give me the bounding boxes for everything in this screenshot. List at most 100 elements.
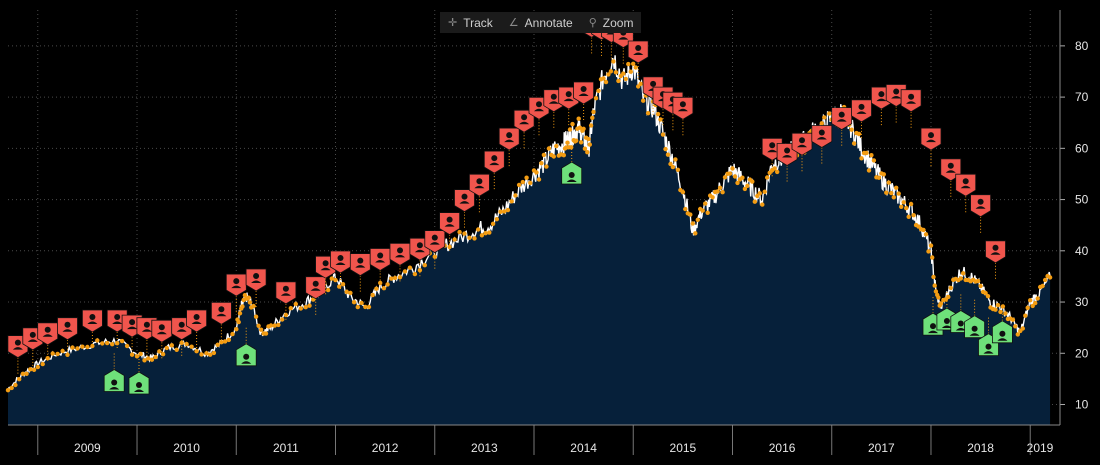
trade-dot <box>884 190 889 195</box>
person-icon-body <box>997 338 1008 341</box>
x-tick-label: 2010 <box>173 441 200 455</box>
person-icon-head <box>218 306 225 313</box>
track-button[interactable]: ✛ Track <box>440 12 501 33</box>
person-icon-body <box>548 101 559 104</box>
zoom-button[interactable]: ⚲ Zoom <box>581 12 642 33</box>
marker-flag <box>900 89 922 113</box>
x-tick-label: 2016 <box>769 441 796 455</box>
trade-dot <box>752 199 757 204</box>
x-tick-label: 2012 <box>372 441 399 455</box>
trade-dot <box>641 98 646 103</box>
x-tick-label: 2018 <box>967 441 994 455</box>
trade-dot <box>864 150 869 156</box>
trade-dot <box>149 357 155 362</box>
trade-dot <box>933 289 939 294</box>
trade-dot <box>760 202 765 207</box>
trade-dot <box>961 271 966 276</box>
person-icon-body <box>566 179 577 182</box>
trade-dot <box>298 306 303 311</box>
person-icon-body <box>241 361 252 364</box>
person-icon-body <box>355 265 366 268</box>
sell-marker <box>791 132 813 174</box>
trade-dot <box>17 377 22 382</box>
sell-marker <box>454 189 475 230</box>
person-icon-head <box>977 198 984 205</box>
sell-marker <box>672 96 694 138</box>
trade-dot <box>889 190 894 196</box>
person-icon-body <box>320 267 331 271</box>
person-icon-body <box>926 139 936 143</box>
trade-dot <box>366 304 372 310</box>
sell-marker <box>573 81 594 122</box>
person-icon-body <box>12 347 23 350</box>
trade-dot <box>582 146 588 151</box>
trade-dot <box>412 271 418 277</box>
person-icon-head <box>114 314 121 320</box>
trade-dot <box>983 290 988 296</box>
person-icon-body <box>941 325 952 328</box>
sell-marker <box>37 322 59 363</box>
person-icon-head <box>650 80 657 87</box>
trade-dot <box>505 207 511 213</box>
marker-flag <box>37 322 59 346</box>
person-icon-head <box>928 132 934 139</box>
trade-dot <box>703 201 708 206</box>
person-icon-body <box>633 52 644 55</box>
sell-marker <box>389 242 411 284</box>
trade-dot <box>1028 298 1033 303</box>
person-icon-head <box>992 244 999 251</box>
trade-dot <box>541 152 547 158</box>
trade-dot <box>742 186 748 192</box>
trade-dot <box>169 343 174 348</box>
trade-dot <box>256 323 261 328</box>
person-icon-body <box>960 185 971 189</box>
person-icon-head <box>193 314 200 320</box>
person-icon-head <box>337 255 344 261</box>
trade-dot <box>50 351 55 356</box>
sell-marker <box>245 268 267 309</box>
trade-dot <box>932 283 937 288</box>
trade-dot <box>1003 311 1008 316</box>
marker-flag <box>483 150 505 174</box>
trade-dot <box>822 115 827 120</box>
trade-dot <box>546 146 552 151</box>
person-icon-head <box>550 93 557 100</box>
trade-dot <box>603 79 609 85</box>
person-icon-body <box>112 321 123 324</box>
person-icon-head <box>635 45 642 51</box>
person-icon-body <box>519 121 530 125</box>
trade-dot <box>263 331 269 336</box>
trade-dot <box>574 138 579 143</box>
trade-dot <box>303 305 308 310</box>
trade-dot <box>1025 305 1030 310</box>
sell-marker <box>82 309 103 350</box>
person-icon-body <box>191 321 202 324</box>
trade-dot <box>899 204 904 209</box>
trade-dot <box>75 346 80 351</box>
person-icon-body <box>231 285 242 289</box>
sell-marker <box>210 301 232 343</box>
trade-dot <box>417 268 423 273</box>
person-icon-head <box>838 111 845 118</box>
zoom-label: Zoom <box>602 15 634 30</box>
trade-dot <box>204 351 209 356</box>
trade-dot <box>246 295 251 300</box>
trade-dot <box>611 59 616 64</box>
trade-dot <box>727 171 733 176</box>
trade-dot <box>623 76 628 82</box>
annotate-button[interactable]: ∠ Annotate <box>501 12 581 33</box>
sell-marker <box>483 150 505 192</box>
person-icon-head <box>178 321 185 328</box>
trade-dot <box>258 327 264 332</box>
trade-dot <box>288 306 293 311</box>
person-icon-body <box>489 162 500 166</box>
trade-dot <box>866 168 872 173</box>
trade-dot <box>333 277 338 283</box>
trade-dot <box>363 304 368 310</box>
trade-dot <box>251 303 256 309</box>
buy-marker <box>992 302 1013 344</box>
trade-dot <box>536 177 542 182</box>
marker-flag <box>330 250 351 274</box>
trade-dot <box>85 344 90 350</box>
